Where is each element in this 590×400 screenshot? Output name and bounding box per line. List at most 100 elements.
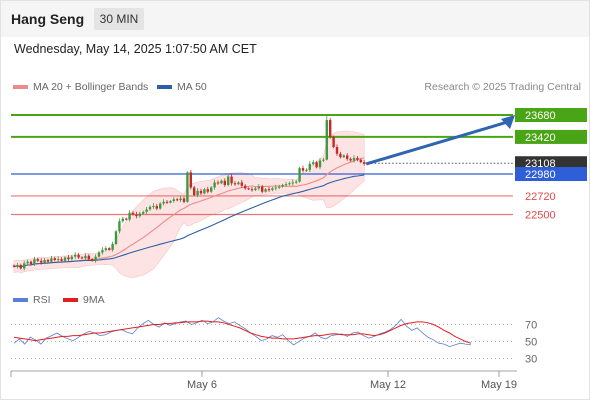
candle [172,197,175,203]
timeframe-button[interactable]: 30 MIN [94,8,144,30]
time-axis: May 6 May 12 May 19 [10,370,517,391]
candle [77,252,80,260]
candle [271,186,274,192]
candle-body [318,160,322,168]
candle [257,184,260,191]
candle [125,217,128,221]
candle [145,206,148,214]
candle [33,256,36,267]
candle [179,195,182,203]
legend-label-9ma: 9MA [83,294,105,306]
candle-body [301,168,305,171]
candle-body [203,189,206,194]
candle [250,186,254,192]
candle-body [138,213,141,217]
candle-body [142,211,145,214]
candle [162,199,165,206]
candle [261,184,264,194]
projection-arrow-shaft [365,119,512,166]
candle [240,179,243,188]
candle-body [288,183,291,185]
legend-ma20-bollinger: MA 20 + Bollinger Bands [13,81,148,93]
candle [227,174,230,187]
level-tag-pivot [515,167,587,182]
candle-body [196,190,199,196]
candle [57,256,60,263]
candle [91,258,94,262]
candle [237,181,240,186]
candle [131,211,135,216]
candle-body [97,252,101,257]
candle [53,256,56,262]
candle [142,210,145,215]
candle-body [193,187,196,196]
candle [274,184,277,191]
candle [346,153,349,161]
legend-swatch-rsi [13,298,28,303]
candle-body [159,203,162,209]
candle-body [240,182,243,186]
candle [128,210,131,222]
candle-body [104,248,107,250]
candle-body [291,182,294,184]
candle [16,262,19,269]
candle-body [36,259,39,261]
candle [254,186,257,192]
candle-body [145,209,148,212]
candle-body [359,159,362,163]
candle-body [128,212,131,220]
level-label-resistance: 23420 [525,132,556,144]
candle-body [206,189,209,192]
rsi-tick-label: 50 [525,337,537,349]
candle [291,179,294,186]
candle [165,200,169,205]
candle-body [210,187,213,192]
candle [121,216,124,223]
legend-swatch-9ma [63,298,78,303]
candle [29,260,33,266]
candle [23,260,26,271]
candle [278,184,281,190]
candle-body [172,199,175,201]
candle [80,256,84,260]
candle [189,170,192,190]
rsi-9ma-line [13,320,472,344]
candle-body [26,261,29,264]
candle [284,181,288,187]
candle [135,211,138,219]
candle-body [94,256,97,261]
rsi-tick-label: 70 [525,320,537,332]
candle-body [176,199,179,201]
level-label-pivot: 22980 [525,169,556,181]
candle [206,186,209,194]
candle-body [165,201,169,203]
candle-body [308,163,311,170]
ma50-line [13,174,365,268]
legend-label-ma50: MA 50 [177,81,207,93]
candle [244,184,247,190]
candle-body [332,136,335,148]
candle [74,252,77,259]
candle [298,166,301,183]
candle [67,255,70,262]
level-tag-current [515,156,587,171]
candle-body [182,198,186,202]
candle-body [254,188,257,191]
candle-body [363,162,366,164]
candle [203,188,206,195]
candle [169,199,172,204]
instrument-name: Hang Seng [11,11,85,27]
candle-body [278,186,281,188]
candle-body [33,259,36,265]
candle [114,229,118,246]
candle [196,188,199,198]
candle-body [23,263,26,269]
candle [210,185,213,193]
candle [247,187,250,190]
candle [356,156,359,162]
legend-ma50: MA 50 [157,81,207,93]
candle-body [335,147,339,154]
legend-swatch-ma20 [13,85,28,90]
candle-body [111,243,114,250]
